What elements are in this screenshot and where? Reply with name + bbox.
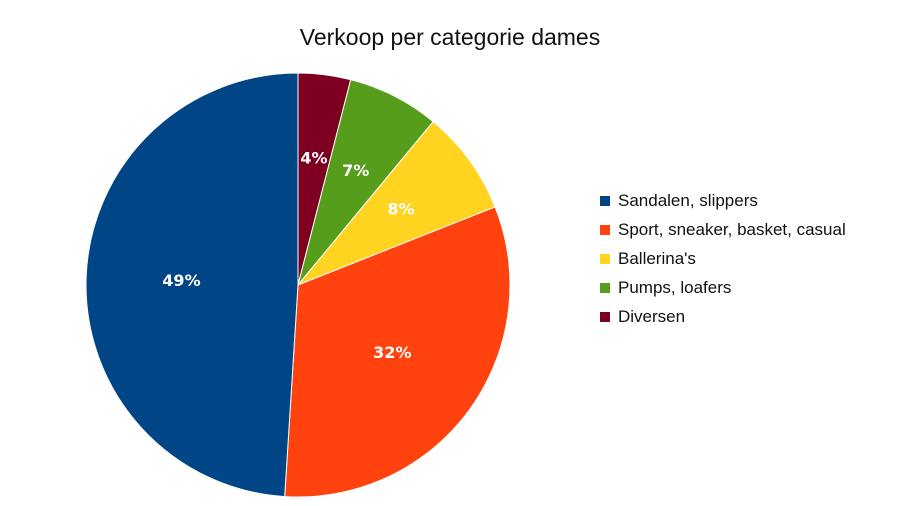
legend-item: Ballerina's	[600, 244, 846, 273]
legend-item: Diversen	[600, 302, 846, 331]
slice-percent-label: 32%	[373, 343, 411, 362]
slice-percent-label: 8%	[387, 200, 414, 219]
legend-swatch	[600, 195, 610, 206]
legend-swatch	[600, 253, 610, 264]
pie-slice-sport-sneaker-basket-casual	[284, 206, 511, 498]
legend-label: Pumps, loafers	[618, 277, 732, 297]
slice-percent-label: 4%	[300, 148, 327, 167]
slice-percent-label: 7%	[342, 161, 369, 180]
chart-title: Verkoop per categorie dames	[299, 24, 601, 50]
legend-item: Pumps, loafers	[600, 273, 846, 302]
legend-swatch	[600, 282, 610, 293]
legend: Sandalen, slippers Sport, sneaker, basket…	[600, 186, 846, 331]
legend-label: Sport, sneaker, basket, casual	[618, 219, 846, 239]
pie-slice-sandalen-slippers	[85, 72, 299, 498]
legend-label: Sandalen, slippers	[618, 190, 758, 210]
legend-swatch	[600, 224, 610, 235]
legend-label: Ballerina's	[618, 248, 696, 268]
legend-label: Diversen	[618, 306, 686, 326]
legend-item: Sandalen, slippers	[600, 186, 846, 215]
legend-swatch	[600, 311, 610, 322]
legend-item: Sport, sneaker, basket, casual	[600, 215, 846, 244]
pie-slice-ballerina-s	[297, 120, 496, 286]
slice-percent-label: 49%	[162, 271, 200, 290]
